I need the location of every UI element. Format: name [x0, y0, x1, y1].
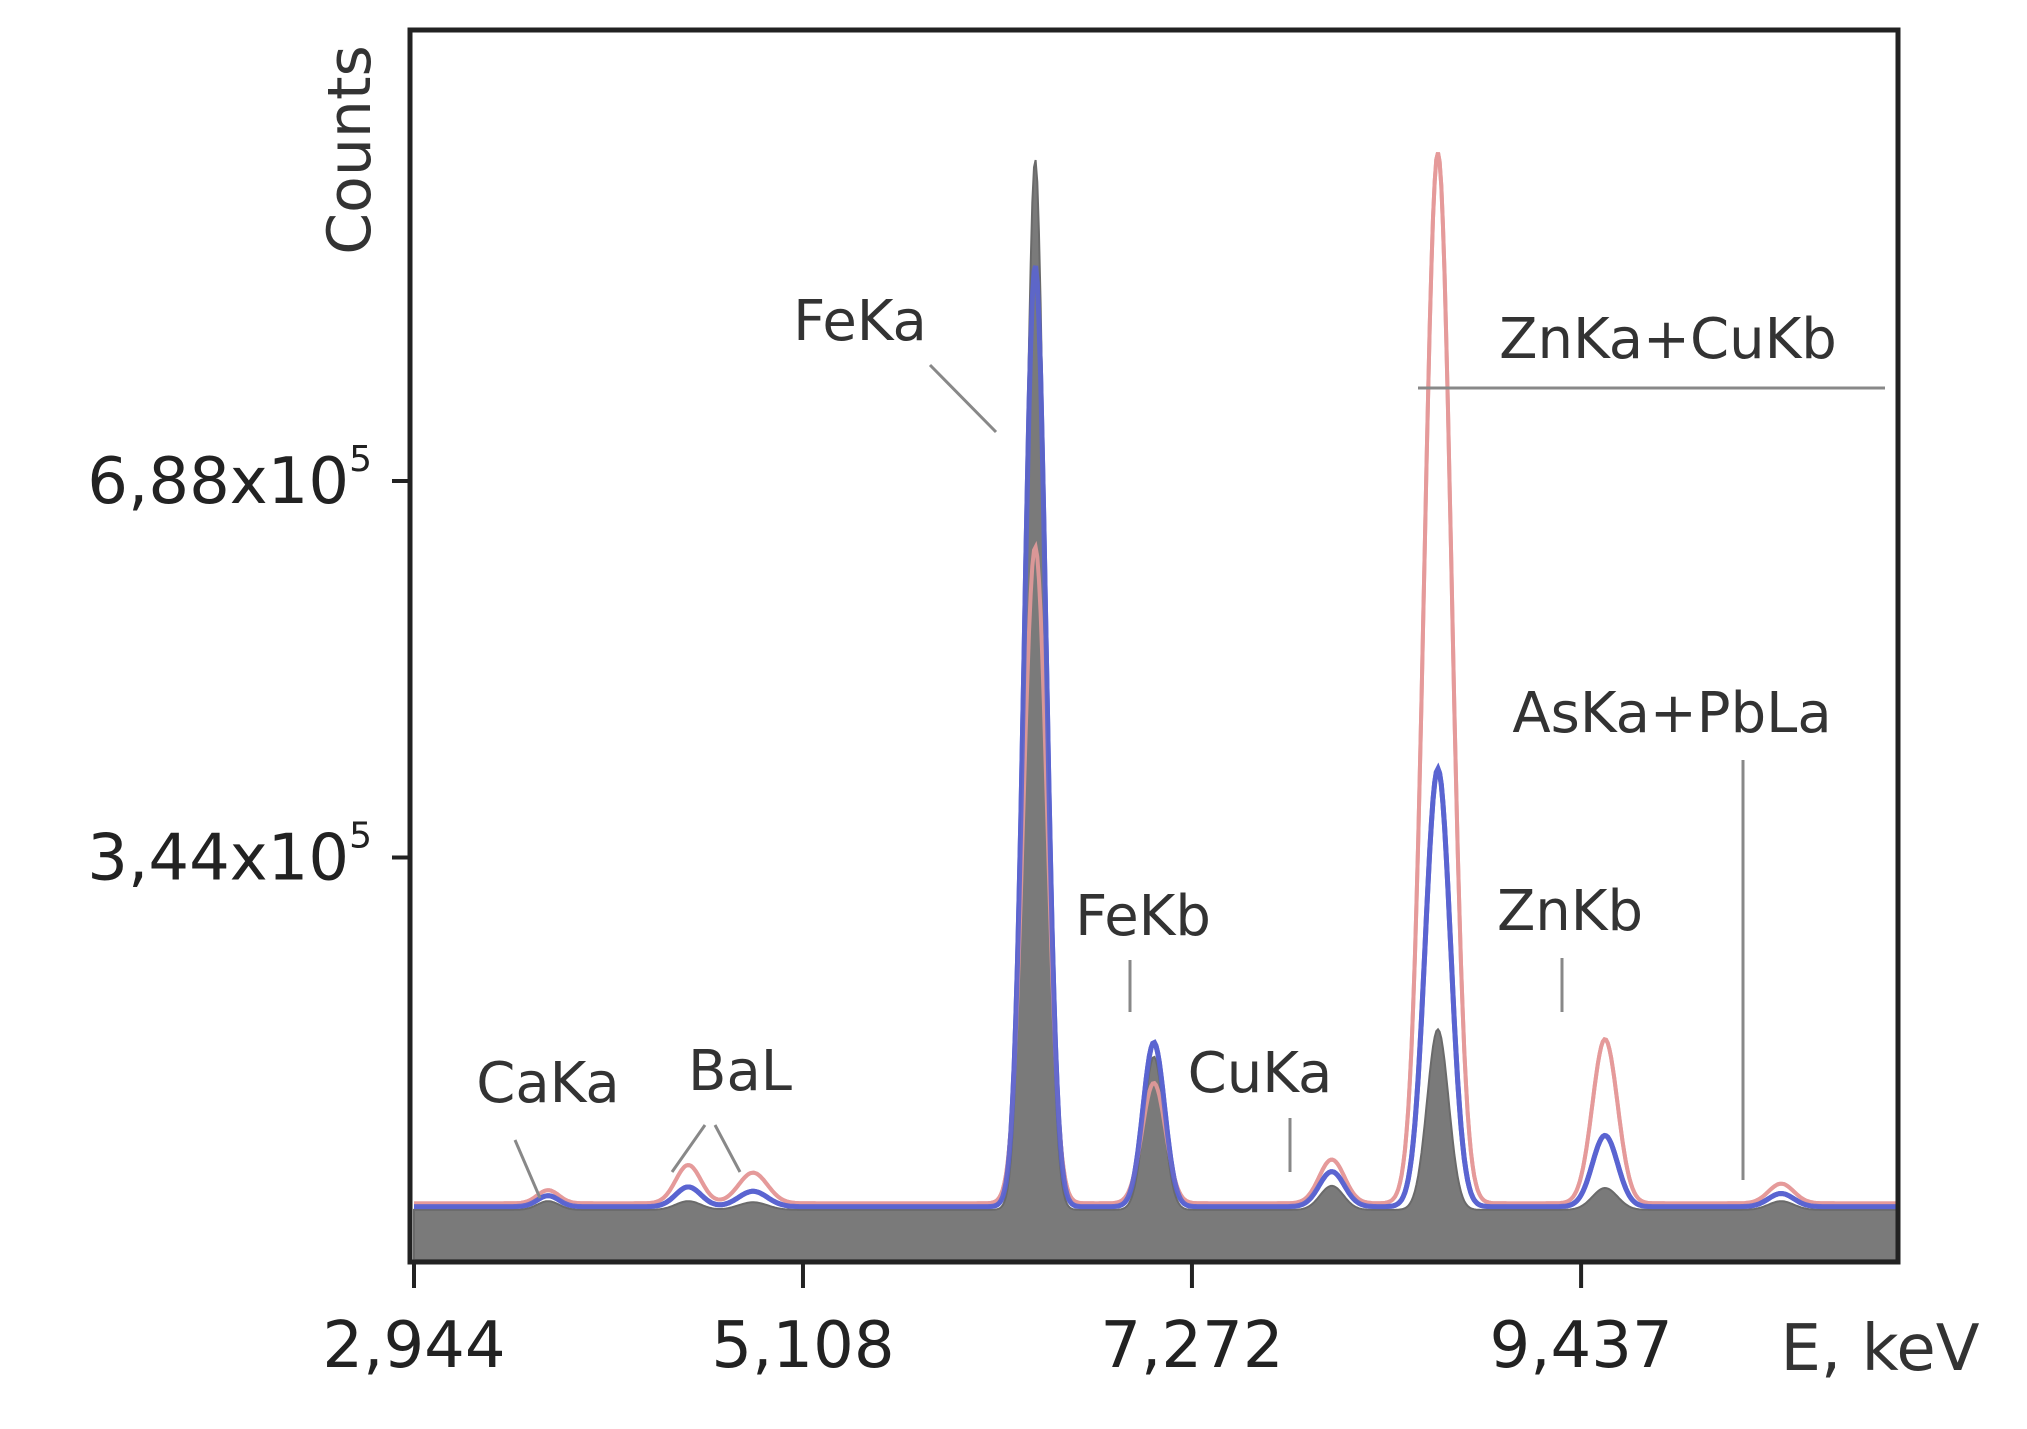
leader-bal-2	[713, 1124, 742, 1173]
annotation-layer: CaKa BaL FeKa FeKb CuKa ZnKa+CuKb ZnKb A…	[476, 289, 1885, 1199]
y-tick-label: 6,88x105	[87, 439, 372, 519]
y-axis-title: Counts	[315, 45, 385, 254]
series-gray-line	[413, 159, 1899, 1261]
x-tick-label: 2,944	[322, 1309, 505, 1383]
plot-frame	[407, 27, 1901, 1265]
peak-label-fekb: FeKb	[1075, 884, 1211, 949]
peak-label-aska-pbla: AsKa+PbLa	[1512, 681, 1831, 746]
x-tick-label: 5,108	[711, 1309, 894, 1383]
ticks-layer: 2,944 5,108 7,272 9,437 3,44x105 6,88x105	[87, 439, 1672, 1383]
y-tick-label: 3,44x105	[87, 815, 372, 895]
peak-label-bal: BaL	[688, 1039, 792, 1104]
leader-feka	[928, 363, 998, 434]
peak-label-caka: CaKa	[476, 1051, 619, 1116]
series-layer	[413, 152, 1899, 1261]
peak-label-feka: FeKa	[793, 289, 927, 354]
x-tick-label: 7,272	[1100, 1309, 1283, 1383]
peak-label-znka-cukb: ZnKa+CuKb	[1499, 307, 1837, 372]
peak-label-znkb: ZnKb	[1497, 879, 1643, 944]
peak-label-cuka: CuKa	[1188, 1041, 1333, 1106]
series-blue-line-overlay	[414, 265, 1898, 1210]
x-axis-title: E, keV	[1780, 1312, 1979, 1386]
series-red-line-overlay	[414, 152, 1898, 1206]
x-tick-label: 9,437	[1489, 1309, 1672, 1383]
leader-bal-1	[670, 1124, 707, 1173]
leader-caka	[513, 1139, 542, 1199]
